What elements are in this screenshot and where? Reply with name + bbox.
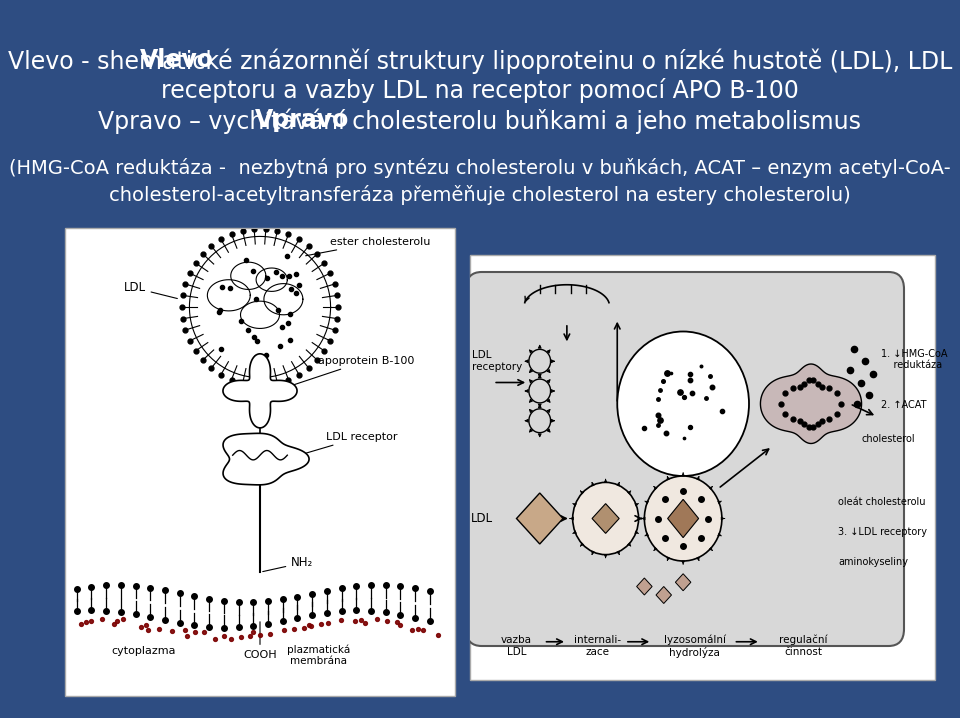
Text: (HMG-CoA reduktáza -  nezbytná pro syntézu cholesterolu v buňkách, ACAT – enzym : (HMG-CoA reduktáza - nezbytná pro syntéz…	[10, 158, 950, 178]
Text: Vpravo – vychítávání cholesterolu buňkami a jeho metabolismus: Vpravo – vychítávání cholesterolu buňkam…	[99, 108, 861, 134]
Text: 2. ↑ACAT: 2. ↑ACAT	[880, 399, 926, 409]
Text: LDL receptor: LDL receptor	[301, 432, 397, 454]
Text: COOH: COOH	[243, 622, 276, 660]
Text: cytoplazma: cytoplazma	[111, 646, 177, 656]
Text: ester cholesterolu: ester cholesterolu	[305, 237, 431, 256]
Text: regulační
činnost: regulační činnost	[779, 635, 828, 657]
Polygon shape	[592, 503, 619, 533]
Text: 1. ↓HMG-CoA
    reduktáza: 1. ↓HMG-CoA reduktáza	[880, 348, 948, 370]
Text: aminokyseliny: aminokyseliny	[838, 556, 908, 567]
Polygon shape	[223, 354, 297, 428]
Text: Vlevo - shematické znázornněí struktury lipoproteinu o nízké hustotě (LDL), LDL: Vlevo - shematické znázornněí struktury …	[8, 48, 952, 73]
Text: LDL: LDL	[124, 281, 178, 299]
Text: plazmatická
membrána: plazmatická membrána	[287, 644, 350, 666]
Polygon shape	[223, 434, 309, 485]
Circle shape	[644, 476, 722, 561]
Text: LDL: LDL	[471, 512, 493, 525]
Polygon shape	[760, 364, 861, 444]
Polygon shape	[676, 574, 691, 591]
Text: vazba
LDL: vazba LDL	[501, 635, 532, 657]
Text: LDL
receptory: LDL receptory	[472, 350, 522, 372]
Text: internali-
zace: internali- zace	[574, 635, 621, 657]
Text: cholesterol-acetyltransferáza přeměňuje cholesterol na estery cholesterolu): cholesterol-acetyltransferáza přeměňuje …	[109, 185, 851, 205]
Bar	[470, 255, 935, 680]
Text: oleát cholesterolu: oleát cholesterolu	[838, 498, 925, 507]
Text: Vlevo: Vlevo	[140, 48, 214, 72]
Text: NH₂: NH₂	[263, 556, 314, 572]
Text: Vpravo: Vpravo	[255, 108, 349, 132]
Circle shape	[573, 482, 638, 554]
Polygon shape	[656, 587, 671, 604]
Bar	[65, 228, 455, 696]
Text: receptoru a vazby LDL na receptor pomocí APO B-100: receptoru a vazby LDL na receptor pomocí…	[161, 78, 799, 103]
Text: apoprotein B-100: apoprotein B-100	[290, 355, 415, 386]
Text: lyzosomální
hydrolýza: lyzosomální hydrolýza	[663, 634, 726, 658]
Circle shape	[617, 332, 749, 476]
Text: cholesterol: cholesterol	[861, 434, 915, 444]
Text: 3. ↓LDL receptory: 3. ↓LDL receptory	[838, 527, 927, 537]
FancyBboxPatch shape	[467, 272, 904, 646]
Polygon shape	[667, 500, 699, 538]
Polygon shape	[516, 493, 563, 544]
Polygon shape	[636, 578, 652, 595]
